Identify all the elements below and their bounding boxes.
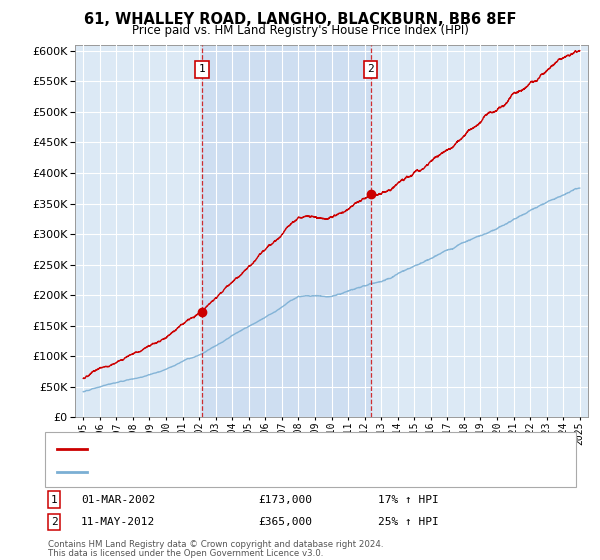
Text: 11-MAY-2012: 11-MAY-2012 bbox=[81, 517, 155, 527]
Text: 25% ↑ HPI: 25% ↑ HPI bbox=[378, 517, 439, 527]
Text: 61, WHALLEY ROAD, LANGHO, BLACKBURN, BB6 8EF: 61, WHALLEY ROAD, LANGHO, BLACKBURN, BB6… bbox=[84, 12, 516, 27]
Text: HPI: Average price, detached house, Ribble Valley: HPI: Average price, detached house, Ribb… bbox=[93, 466, 381, 477]
Text: 61, WHALLEY ROAD, LANGHO, BLACKBURN, BB6 8EF (detached house): 61, WHALLEY ROAD, LANGHO, BLACKBURN, BB6… bbox=[93, 444, 451, 454]
Text: £365,000: £365,000 bbox=[258, 517, 312, 527]
Text: This data is licensed under the Open Government Licence v3.0.: This data is licensed under the Open Gov… bbox=[48, 549, 323, 558]
Text: 01-MAR-2002: 01-MAR-2002 bbox=[81, 494, 155, 505]
Text: 2: 2 bbox=[367, 64, 374, 74]
Text: 1: 1 bbox=[199, 64, 205, 74]
Bar bbox=[202, 45, 371, 417]
Text: Price paid vs. HM Land Registry's House Price Index (HPI): Price paid vs. HM Land Registry's House … bbox=[131, 24, 469, 36]
Text: 2: 2 bbox=[50, 517, 58, 527]
Text: 1: 1 bbox=[50, 494, 58, 505]
Text: Contains HM Land Registry data © Crown copyright and database right 2024.: Contains HM Land Registry data © Crown c… bbox=[48, 540, 383, 549]
Text: £173,000: £173,000 bbox=[258, 494, 312, 505]
Text: 17% ↑ HPI: 17% ↑ HPI bbox=[378, 494, 439, 505]
